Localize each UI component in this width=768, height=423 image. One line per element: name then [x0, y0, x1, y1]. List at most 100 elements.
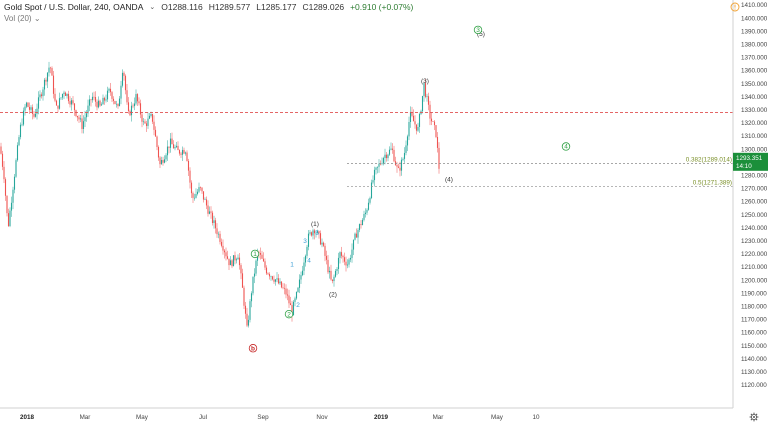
candle-body — [252, 276, 254, 294]
candle-body — [309, 232, 311, 234]
volume-indicator-label[interactable]: Vol (20) ⌄ — [4, 14, 41, 23]
x-tick-label: 2018 — [20, 414, 35, 421]
candle-body — [105, 99, 107, 101]
candle-body — [6, 195, 8, 214]
candle-body — [276, 278, 278, 280]
y-tick-label: 1370.000 — [741, 55, 768, 62]
candle-body — [438, 147, 440, 169]
candle-body — [373, 169, 376, 181]
candle-body — [382, 158, 385, 164]
candle-body — [87, 105, 89, 114]
candle-body — [345, 261, 347, 266]
alert-icon[interactable] — [730, 2, 740, 12]
price-axis[interactable]: 1120.000 1130.000 1140.000 1150.000 1160.000… — [741, 2, 768, 389]
candle-body — [312, 230, 314, 236]
candle-body — [285, 288, 287, 295]
candle-body — [364, 212, 367, 214]
candle-body — [372, 180, 374, 183]
candle-body — [250, 293, 253, 302]
candle-body — [187, 160, 190, 171]
candle-body — [189, 170, 191, 183]
candle-body — [99, 100, 101, 106]
candle-body — [247, 319, 250, 326]
candle-body — [49, 67, 52, 69]
candle-body — [423, 83, 425, 96]
candle-body — [417, 126, 419, 131]
fib-level-label: 0.382(1289.014) — [686, 156, 732, 163]
candle-body — [103, 97, 106, 101]
wave-label: 3 — [303, 238, 307, 245]
chevron-down-icon[interactable]: ⌄ — [149, 4, 156, 11]
candle-body — [232, 255, 235, 267]
candle-body — [201, 187, 203, 192]
candle-body — [369, 197, 371, 203]
time-axis[interactable]: 2018 Mar May Jul Sep Nov 2019 Mar May 10 — [20, 414, 540, 421]
volume-label: Vol (20) — [4, 14, 32, 23]
wave-label: 1 — [253, 251, 257, 258]
candle-body — [261, 254, 263, 259]
candle-body — [67, 93, 70, 102]
candle-body — [64, 92, 67, 96]
candle-body — [216, 228, 218, 235]
candle-body — [109, 88, 112, 93]
x-tick-label: 10 — [532, 414, 540, 421]
chevron-down-icon[interactable]: ⌄ — [33, 14, 41, 23]
candle-body — [226, 256, 229, 259]
candle-body — [241, 273, 244, 288]
candle-body — [306, 246, 308, 256]
y-tick-label: 1150.000 — [741, 343, 767, 350]
fib-level-label: 0.5(1271.389) — [693, 180, 732, 187]
candle-body — [171, 138, 173, 145]
candle-body — [376, 166, 379, 168]
candle-body — [244, 305, 247, 314]
candle-body — [333, 276, 335, 282]
candle-body — [135, 94, 137, 104]
candle-body — [291, 305, 293, 316]
candle-body — [424, 83, 427, 97]
candle-body — [76, 115, 79, 118]
candle-body — [348, 259, 350, 265]
candle-body — [280, 281, 283, 288]
candle-body — [223, 250, 226, 253]
candle-body — [384, 154, 386, 159]
candle-body — [267, 273, 269, 275]
candle-body — [181, 149, 184, 155]
candle-body — [340, 252, 343, 256]
wave-circle — [284, 309, 294, 319]
candle-body — [235, 259, 238, 261]
y-tick-label: 1400.000 — [741, 15, 768, 22]
candle-body — [222, 245, 224, 251]
candle-body — [130, 105, 133, 116]
candle-body — [385, 154, 388, 159]
candle-body — [282, 287, 284, 289]
candle-body — [36, 108, 38, 114]
gear-icon[interactable] — [749, 412, 759, 422]
candle-body — [225, 252, 227, 257]
candle-body — [292, 301, 295, 316]
candle-body — [259, 253, 262, 255]
candle-body — [214, 220, 217, 229]
candle-body — [297, 287, 299, 292]
candle-body — [96, 101, 98, 108]
candle-body — [9, 210, 11, 226]
candle-body — [163, 159, 166, 163]
candle-body — [237, 257, 239, 260]
candle-body — [352, 239, 355, 250]
y-tick-label: 1220.000 — [741, 251, 768, 258]
candle-body — [97, 100, 100, 108]
candle-body — [151, 113, 154, 122]
y-tick-label: 1250.000 — [741, 212, 768, 219]
symbol-title[interactable]: Gold Spot / U.S. Dollar, 240, OANDA — [4, 2, 144, 12]
y-tick-label: 1410.000 — [741, 2, 768, 9]
candle-body — [184, 152, 187, 154]
candle-body — [22, 110, 25, 125]
candle-body — [411, 111, 413, 116]
candle-body — [342, 255, 344, 258]
candle-body — [426, 96, 428, 97]
candle-body — [217, 233, 220, 235]
low-value: L1285.177 — [256, 2, 297, 12]
candle-body — [45, 79, 47, 82]
y-tick-label: 1360.000 — [741, 68, 768, 75]
candle-body — [378, 163, 380, 167]
